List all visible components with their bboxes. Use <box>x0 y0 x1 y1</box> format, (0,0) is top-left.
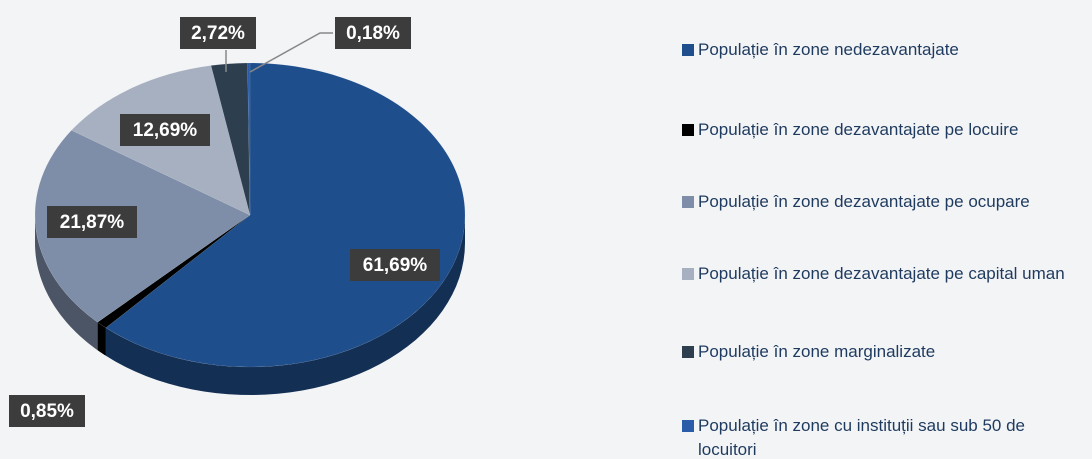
slice-side <box>97 322 106 356</box>
leader-line <box>249 32 333 73</box>
slice <box>247 62 251 216</box>
legend-entry: Populație în zone marginalizate <box>682 340 1082 364</box>
label-box <box>9 395 85 427</box>
legend-label: Populație în zone dezavantajate pe locui… <box>698 120 1019 139</box>
data-label: 21,87% <box>60 212 125 233</box>
legend-swatch <box>682 268 694 280</box>
legend-entry: Populație în zone dezavantajate pe locui… <box>682 118 1082 142</box>
label-box <box>350 249 440 281</box>
legend-entry: Populație în zone nedezavantajate <box>682 38 1082 62</box>
legend-swatch <box>682 44 694 56</box>
label-box <box>180 17 256 49</box>
data-label: 2,72% <box>191 23 245 44</box>
label-box <box>335 17 411 49</box>
chart: 61,69% 0,85% 21,87% 12,69% 2,72% 0,18% <box>9 17 466 427</box>
legend-label: Populație în zone cu instituții sau sub … <box>698 416 1025 459</box>
slice-side <box>105 215 465 395</box>
data-label: 0,18% <box>346 23 400 44</box>
legend-label: Populație în zone nedezavantajate <box>698 40 959 59</box>
slice <box>97 214 251 329</box>
legend-label: Populație în zone dezavantajate pe capit… <box>698 264 1065 283</box>
legend-swatch <box>682 346 694 358</box>
label-box <box>47 206 137 238</box>
data-label: 61,69% <box>363 255 428 276</box>
data-label: 12,69% <box>133 120 198 141</box>
legend-swatch <box>682 124 694 136</box>
legend-entry: Populație în zone dezavantajate pe ocupa… <box>682 190 1082 214</box>
legend-entry: Populație în zone cu instituții sau sub … <box>682 414 1082 459</box>
legend-swatch <box>682 420 694 432</box>
data-label: 0,85% <box>20 401 74 422</box>
slice-side <box>35 215 98 351</box>
slice <box>210 62 251 216</box>
label-box <box>120 114 210 146</box>
legend-label: Populație în zone dezavantajate pe ocupa… <box>698 192 1030 211</box>
slice <box>105 62 466 368</box>
legend-entry: Populație în zone dezavantajate pe capit… <box>682 262 1082 286</box>
slice <box>34 129 251 323</box>
legend-swatch <box>682 196 694 208</box>
legend-label: Populație în zone marginalizate <box>698 342 936 361</box>
